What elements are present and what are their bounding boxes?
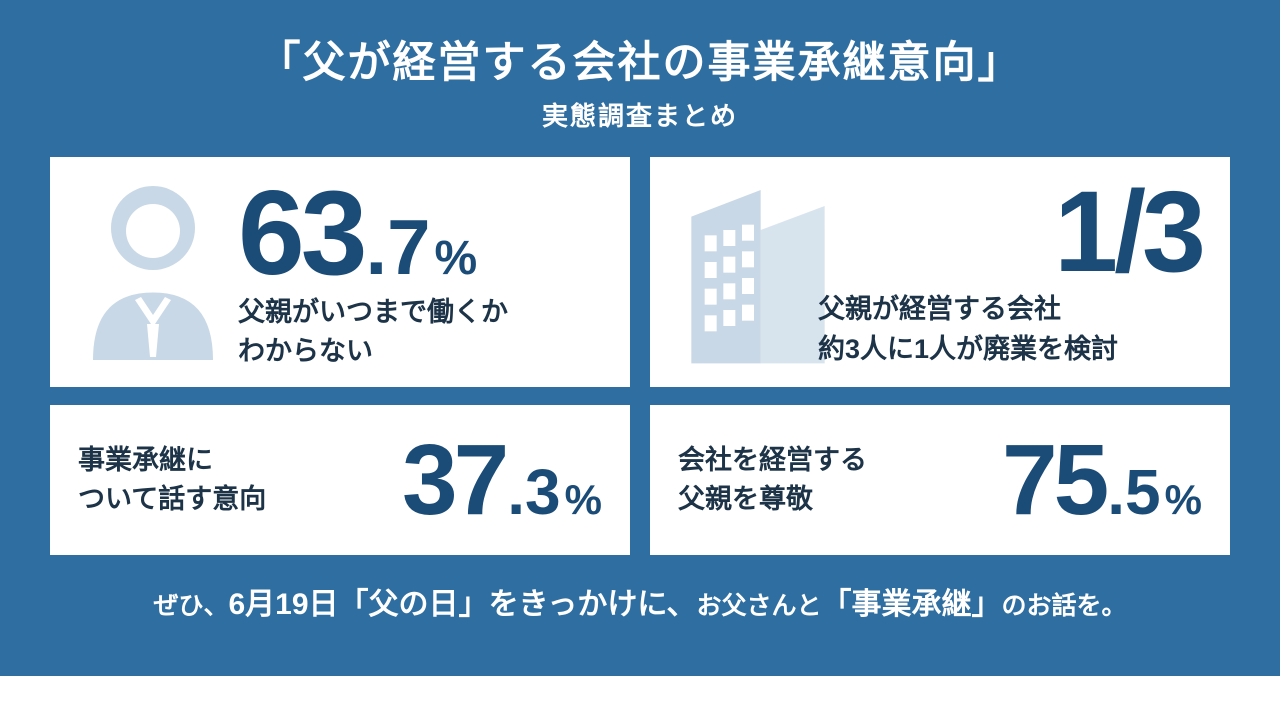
stat-4-desc: 会社を経営する 父親を尊敬 bbox=[678, 441, 867, 519]
infographic-container: 「父が経営する会社の事業承継意向」 実態調査まとめ 63 .7 % bbox=[0, 0, 1280, 676]
subtitle: 実態調査まとめ bbox=[50, 96, 1230, 133]
stat-1-value: 63 .7 % bbox=[238, 173, 477, 293]
stat-card-2: 1/3 父親が経営する会社 約3人に1人が廃業を検討 bbox=[650, 157, 1230, 387]
stat-4-value: 75 .5 % bbox=[1002, 430, 1202, 530]
stat-card-3: 事業承継に ついて話す意向 37 .3 % bbox=[50, 405, 630, 555]
stat-1-desc: 父親がいつまで働くか わからない bbox=[238, 293, 508, 371]
stat-1-unit: % bbox=[435, 231, 478, 286]
stats-grid: 63 .7 % 父親がいつまで働くか わからない bbox=[50, 157, 1230, 555]
stat-3-value: 37 .3 % bbox=[402, 430, 602, 530]
stat-1-int: 63 bbox=[238, 173, 363, 293]
stat-3-desc: 事業承継に ついて話す意向 bbox=[78, 441, 266, 519]
person-icon bbox=[78, 175, 238, 370]
stat-1-dec: .7 bbox=[365, 208, 430, 286]
stat-2-value: 1/3 bbox=[1054, 175, 1202, 290]
stat-2-desc: 父親が経営する会社 約3人に1人が廃業を検討 bbox=[818, 290, 1118, 368]
main-title: 「父が経営する会社の事業承継意向」 bbox=[50, 28, 1230, 90]
stat-card-1: 63 .7 % 父親がいつまで働くか わからない bbox=[50, 157, 630, 387]
stat-card-4: 会社を経営する 父親を尊敬 75 .5 % bbox=[650, 405, 1230, 555]
footer-message: ぜひ、6月19日「父の日」をきっかけに、お父さんと「事業承継」のお話を。 bbox=[50, 579, 1230, 623]
